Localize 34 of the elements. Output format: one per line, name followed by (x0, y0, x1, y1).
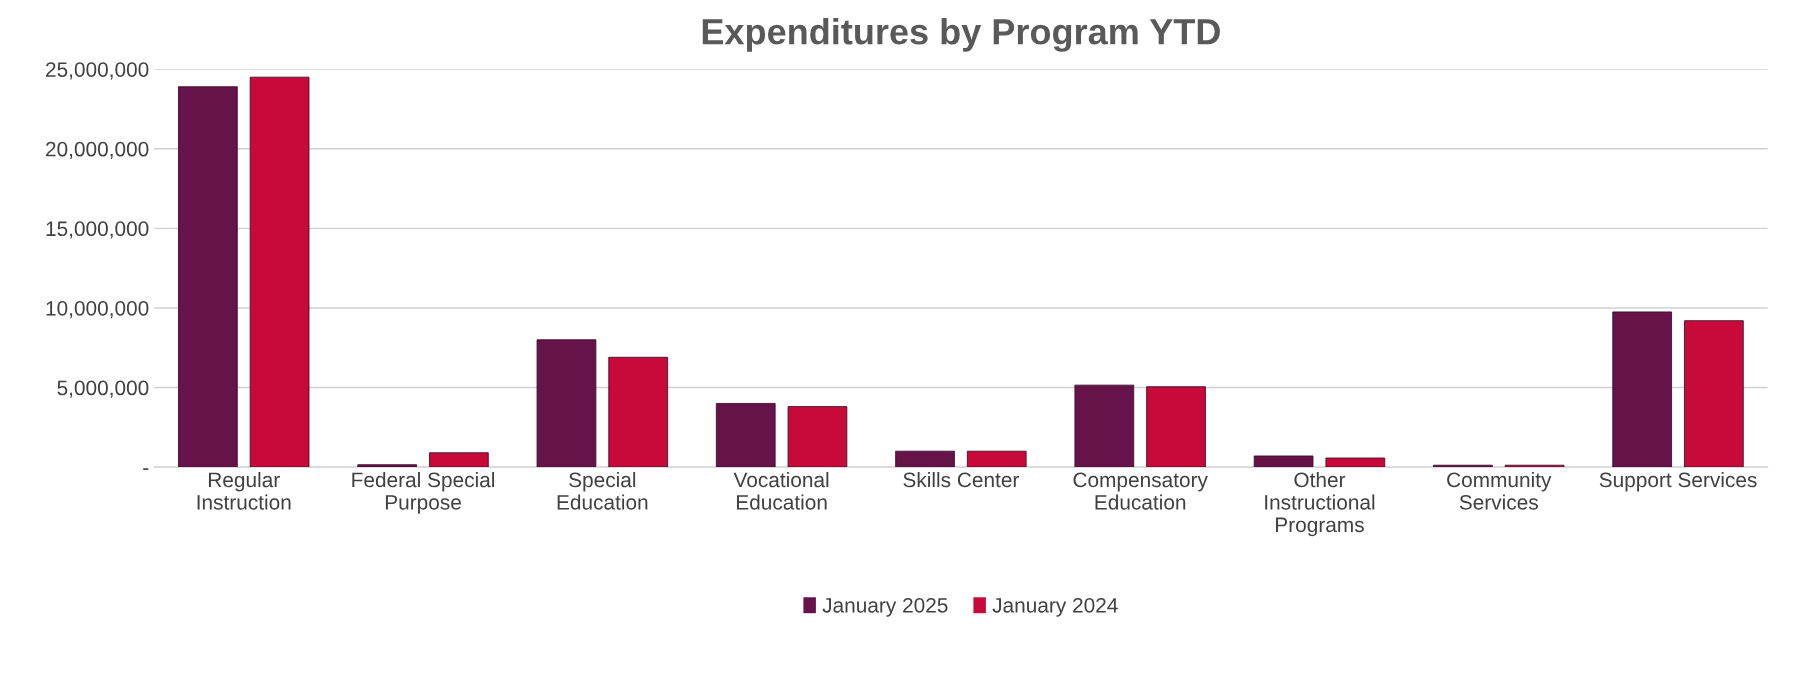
bar (895, 450, 955, 468)
x-tick-label: Skills Center (903, 471, 1020, 488)
bar (429, 452, 489, 468)
y-tick-label: 5,000,000 (57, 380, 149, 398)
bar (1684, 320, 1744, 468)
bar (357, 464, 417, 468)
x-tick-label: Support Services (1599, 471, 1757, 492)
y-tick-label: 25,000,000 (46, 62, 149, 80)
x-tick-label: Compensatory Education (1073, 472, 1208, 510)
y-tick-label: 10,000,000 (46, 300, 149, 319)
x-tick-label: Other Instructional Programs (1265, 471, 1375, 537)
bar (1146, 386, 1206, 468)
y-tick-label: - (143, 468, 149, 470)
bar (178, 86, 238, 468)
x-tick-label: Regular Instruction (197, 471, 291, 510)
chart-title: Expenditures by Program YTD (702, 18, 1220, 52)
legend-label: January 2024 (992, 597, 1118, 617)
y-tick-label: 15,000,000 (46, 221, 149, 239)
bar (1074, 384, 1135, 468)
bar (787, 406, 848, 468)
x-tick-label: Federal Special Purpose (352, 471, 495, 514)
y-tick-label: 20,000,000 (46, 141, 149, 159)
bar (715, 403, 776, 468)
bar (536, 339, 597, 468)
bar (966, 450, 1027, 468)
x-tick-label: Vocational Education (733, 471, 829, 510)
x-tick-label: Community Services (1447, 471, 1552, 510)
bar (1612, 311, 1672, 468)
bar (249, 76, 310, 468)
bar (1253, 455, 1314, 468)
bar (1325, 457, 1386, 468)
legend-label: January 2025 (822, 597, 948, 617)
bar (608, 356, 668, 468)
x-tick-label: Special Education (557, 471, 648, 510)
